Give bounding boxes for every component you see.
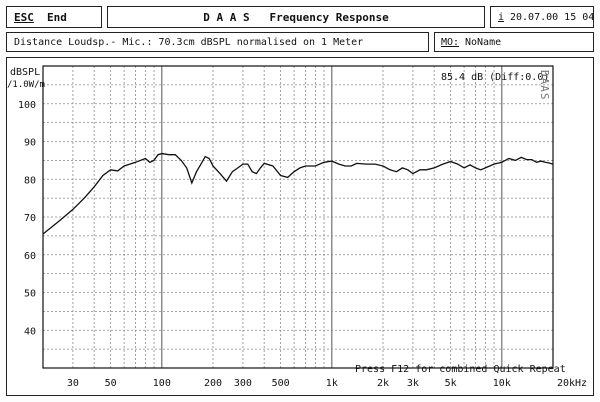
mo-value: NoName [465,37,502,48]
daas-watermark: DAAS [538,70,551,101]
description-box: Distance Loudsp.- Mic.: 70.3cm dBSPL nor… [6,32,429,52]
info-key-label: i [498,12,505,23]
app-title: D A A S Frequency Response [203,11,389,24]
description-text: Distance Loudsp.- Mic.: 70.3cm dBSPL nor… [14,37,364,48]
y-tick-label: 60 [24,251,36,262]
chart-panel [6,57,594,396]
mo-box[interactable]: MO: NoName [434,32,594,52]
x-tick-label: 100 [153,378,171,389]
footer-hint: Press F12 for combined Quick Repeat [355,364,566,375]
x-tick-label: 200 [204,378,222,389]
x-tick-label: 3k [407,378,419,389]
plot-frame [42,65,554,369]
x-tick-label: 5k [445,378,457,389]
y-tick-label: 50 [24,289,36,300]
title-bar: D A A S Frequency Response [107,6,485,28]
y-tick-label: 100 [18,100,36,111]
y-tick-label: 40 [24,326,36,337]
datetime-label: 20.07.00 15 04 [510,12,595,23]
y-axis-unit: /1.0W/m [7,80,45,90]
chart-grid [43,66,553,368]
y-tick-labels: 40 50 60 70 80 90 100 [18,100,36,338]
x-tick-label: 1k [326,378,338,389]
x-tick-labels: 30 50 100 200 300 500 1k 2k 3k 5k 10k 20kHz [67,378,587,389]
esc-key-label: ESC [14,11,34,24]
x-tick-label: 20kHz [557,378,587,389]
series-line [42,152,554,235]
y-axis-label: dBSPL [10,67,40,78]
end-label: End [47,11,67,24]
y-tick-label: 90 [24,138,36,149]
info-datetime-box[interactable]: i 20.07.00 15 04 [490,6,594,28]
x-tick-label: 2k [377,378,389,389]
x-tick-label: 500 [272,378,290,389]
y-tick-label: 70 [24,213,36,224]
mo-key-label: MO: [441,37,460,48]
x-tick-label: 30 [67,378,79,389]
x-tick-label: 50 [105,378,117,389]
esc-button[interactable]: ESC End [6,6,102,28]
y-tick-label: 80 [24,175,36,186]
x-tick-label: 10k [493,378,511,389]
readout-label: 85.4 dB (Diff:0.0) [441,72,549,83]
x-tick-label: 300 [234,378,252,389]
